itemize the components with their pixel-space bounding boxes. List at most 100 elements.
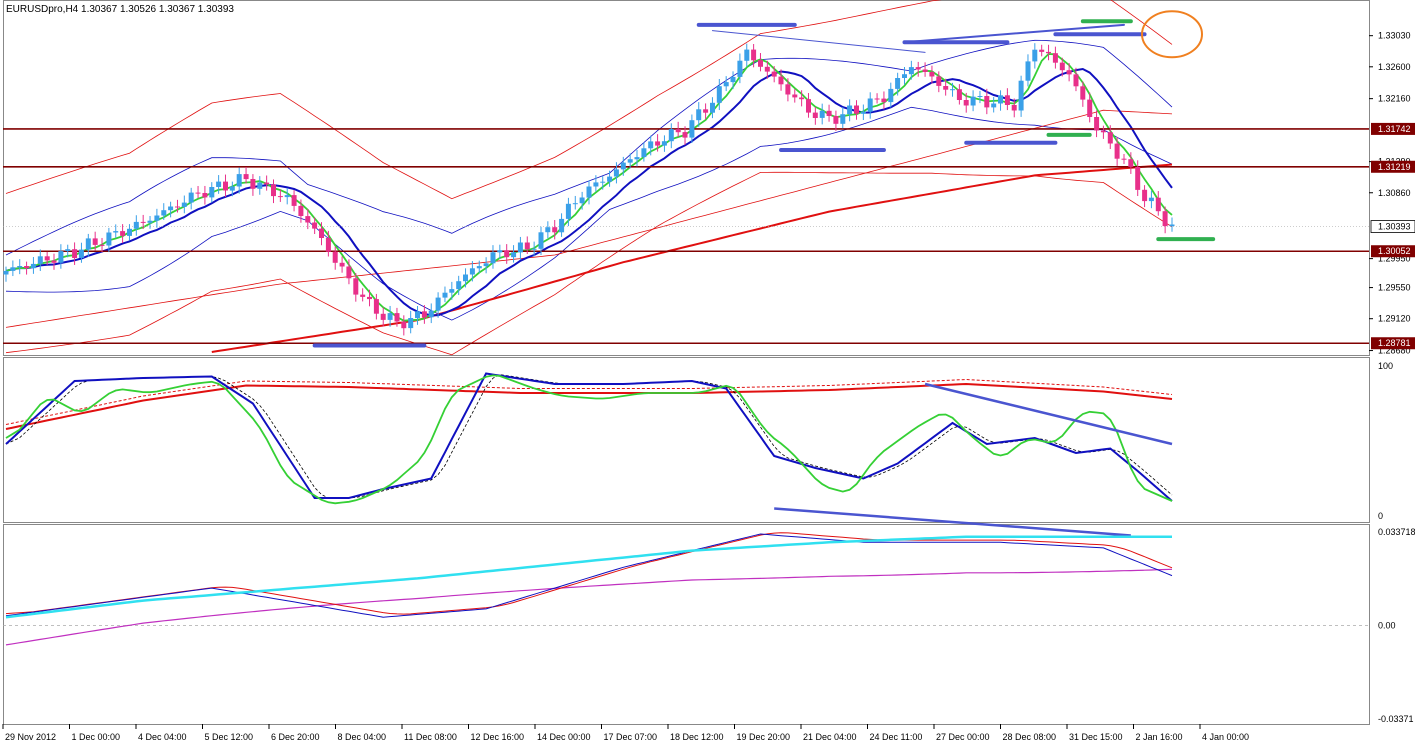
candle-body — [524, 242, 530, 250]
x-tick-label: 24 Dec 11:00 — [870, 732, 923, 742]
candle-body — [511, 252, 517, 258]
candle-body — [428, 310, 434, 318]
candle-body — [360, 294, 366, 297]
price-panel-frame — [3, 0, 1370, 356]
candle-body — [710, 102, 715, 113]
candle-body — [655, 141, 661, 146]
candle-body — [373, 299, 379, 314]
macd-panel-frame — [3, 524, 1370, 725]
axis-layer: 1.330301.326001.321601.312901.308601.299… — [2, 31, 1415, 742]
candle-body — [223, 181, 228, 191]
x-tick-label: 27 Dec 00:00 — [936, 732, 990, 742]
candle-body — [99, 244, 105, 246]
candle-body — [641, 148, 647, 158]
candle-body — [469, 268, 475, 275]
candle-body — [902, 74, 907, 78]
x-tick-label: 17 Dec 07:00 — [604, 732, 658, 742]
level-price-box — [1371, 122, 1415, 135]
candle-body — [476, 266, 482, 269]
candle-body — [991, 103, 997, 108]
candle-body — [847, 105, 853, 115]
candle-body — [387, 313, 393, 320]
candle-body — [504, 250, 510, 258]
candle-body — [1087, 99, 1093, 117]
candle-body — [758, 60, 763, 67]
x-tick-label: 2 Jan 16:00 — [1136, 732, 1183, 742]
candle-body — [716, 86, 722, 103]
price-tick-label: 1.33030 — [1378, 31, 1411, 41]
candle-body — [456, 281, 462, 290]
current-price-label: 1.30393 — [1378, 222, 1411, 232]
price-tick-label: 1.29950 — [1378, 254, 1411, 264]
candle-body — [332, 251, 338, 263]
candle-body — [764, 66, 770, 72]
chart-title: EURUSDpro,H4 1.30367 1.30526 1.30367 1.3… — [6, 4, 234, 15]
candle-body — [1066, 70, 1072, 75]
macd-cyan-line — [5, 535, 1172, 619]
candle-body — [113, 231, 119, 233]
candle-body — [305, 216, 311, 223]
candle-body — [44, 256, 50, 261]
candle-body — [435, 297, 441, 311]
candle-body — [963, 100, 969, 106]
candle-body — [312, 222, 318, 229]
candle-body — [65, 249, 71, 252]
candle-body — [730, 76, 736, 83]
candle-body — [682, 132, 688, 138]
candle-body — [1155, 197, 1161, 212]
candle-body — [943, 86, 949, 90]
level-price-label: 1.28781 — [1378, 338, 1411, 348]
candle-body — [1052, 53, 1058, 63]
candle-body — [1039, 49, 1045, 52]
level-price-box — [1371, 245, 1415, 258]
candle-body — [737, 60, 743, 77]
candle-body — [30, 263, 36, 269]
candle-body — [751, 49, 757, 61]
candle-body — [1094, 117, 1100, 131]
candle-body — [1114, 143, 1120, 159]
candle-body — [936, 76, 942, 86]
x-tick-label: 11 Dec 08:00 — [404, 732, 457, 742]
candle-body — [271, 184, 276, 197]
candle-body — [668, 129, 674, 142]
candle-body — [874, 98, 880, 100]
candle-body — [1128, 159, 1134, 167]
candle-body — [181, 202, 187, 207]
candle-body — [58, 251, 64, 263]
candle-body — [1100, 130, 1106, 133]
candle-body — [1107, 132, 1113, 144]
candle-body — [236, 174, 242, 187]
oscillator-tick-label: 100 — [1378, 361, 1393, 371]
candle-body — [1169, 224, 1175, 227]
candle-body — [1142, 189, 1148, 202]
price-layer — [3, 0, 1369, 356]
x-tick-label: 31 Dec 15:00 — [1069, 732, 1123, 742]
oscillator-layer — [5, 372, 1173, 537]
price-tick-label: 1.32160 — [1378, 94, 1411, 104]
x-tick-label: 19 Dec 20:00 — [737, 732, 791, 742]
candle-body — [408, 318, 414, 329]
candle-body — [799, 97, 805, 100]
macd-tick-label: -0.03371 — [1378, 714, 1414, 724]
candle-body — [895, 78, 901, 89]
macd-tick-label: 0.00 — [1378, 621, 1396, 631]
candle-body — [106, 232, 112, 246]
candle-body — [607, 176, 613, 182]
candle-body — [127, 228, 132, 236]
candle-body — [572, 203, 578, 205]
candle-body — [970, 96, 976, 106]
candle-body — [586, 186, 592, 198]
price-tick-label: 1.30860 — [1378, 188, 1411, 198]
macd-magenta-line — [5, 568, 1173, 646]
highlight-circle — [1141, 10, 1203, 59]
current-price-box — [1370, 220, 1415, 233]
candle-body — [10, 267, 16, 271]
osc-divergence-line — [924, 382, 1173, 446]
candle-body — [806, 99, 811, 113]
candle-body — [264, 182, 270, 185]
candle-body — [826, 110, 832, 116]
candle-body — [1011, 105, 1017, 111]
candle-body — [85, 238, 91, 250]
candle-body — [277, 196, 283, 198]
